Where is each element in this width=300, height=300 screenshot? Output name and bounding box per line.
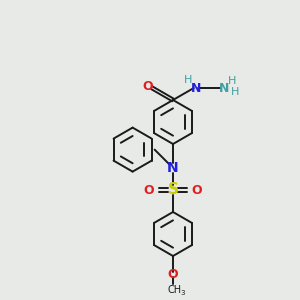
Text: 3: 3 [181, 290, 185, 296]
Text: H: H [228, 76, 236, 86]
Text: S: S [167, 182, 178, 197]
Text: N: N [219, 82, 229, 94]
Text: H: H [231, 87, 239, 97]
Text: N: N [190, 82, 201, 94]
Text: O: O [192, 184, 202, 196]
Text: O: O [168, 268, 178, 281]
Text: O: O [142, 80, 152, 94]
Text: O: O [144, 184, 154, 196]
Text: H: H [184, 75, 192, 85]
Text: CH: CH [168, 285, 182, 295]
Text: N: N [167, 161, 179, 175]
